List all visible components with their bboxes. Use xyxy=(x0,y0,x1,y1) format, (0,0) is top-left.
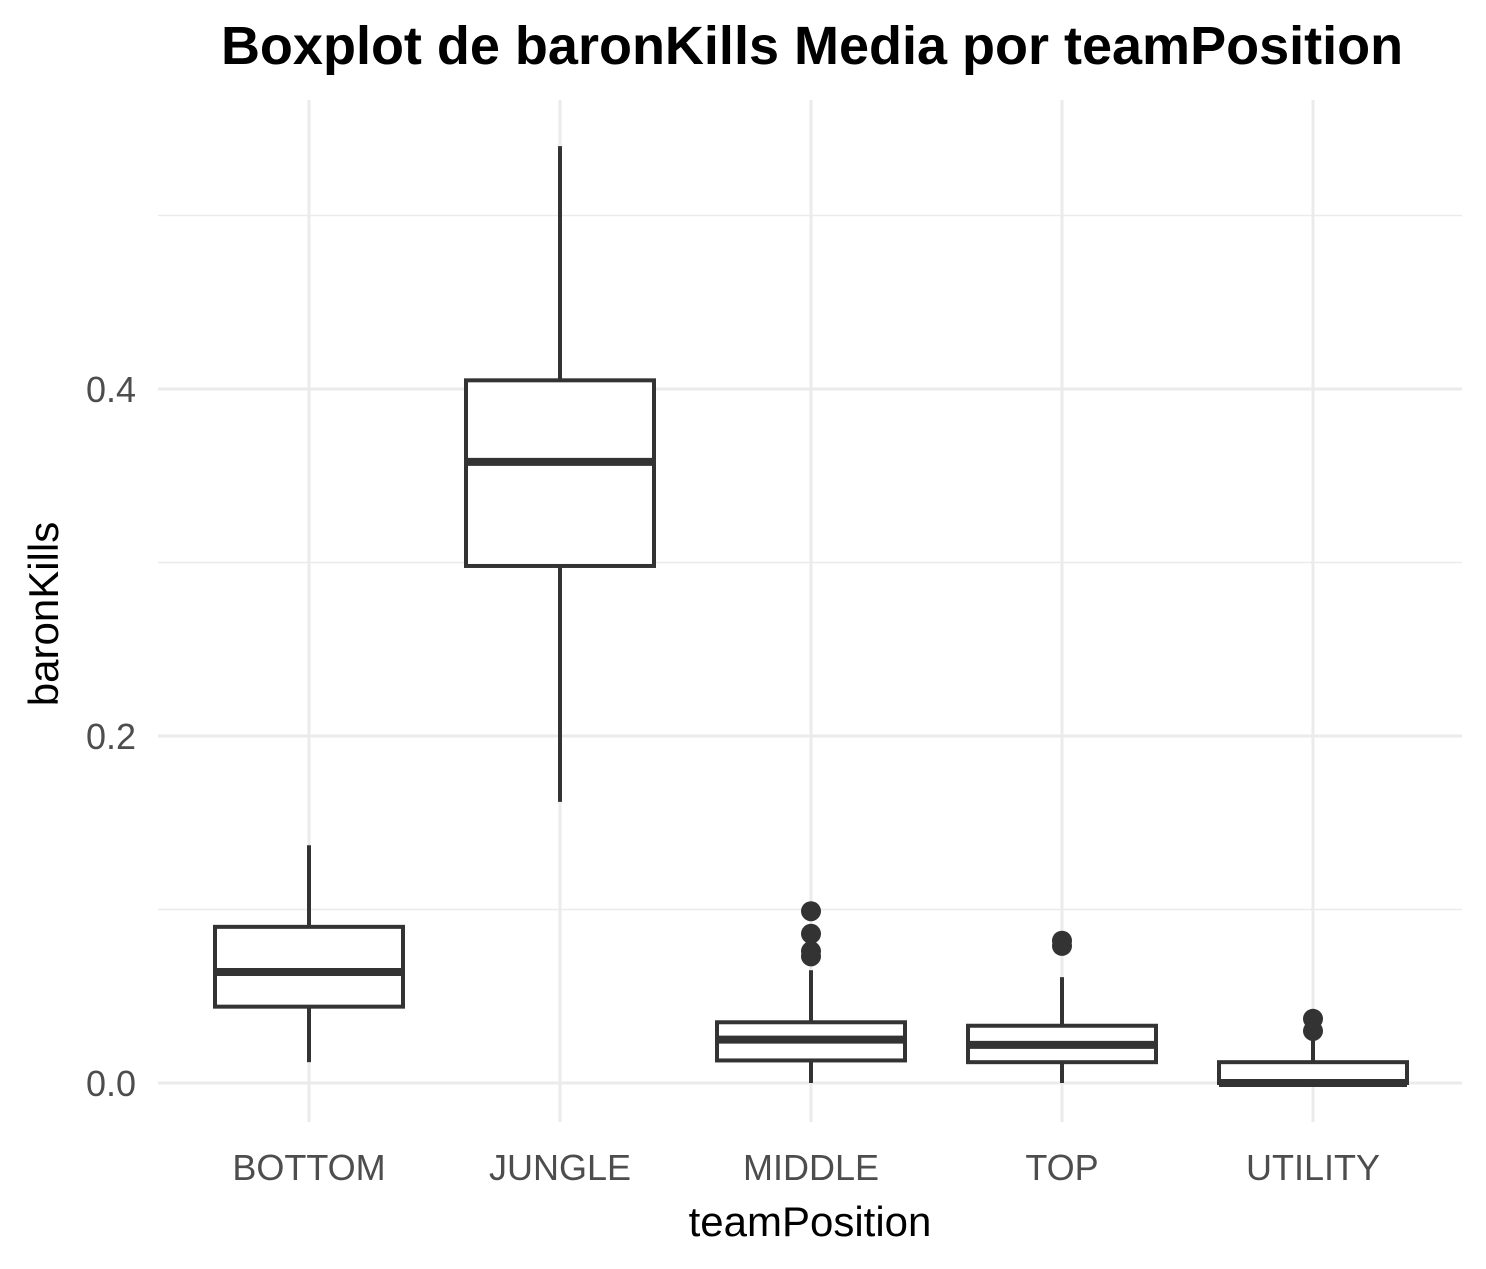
box-bottom xyxy=(213,845,405,1063)
chart-title: Boxplot de baronKills Media por teamPosi… xyxy=(221,16,1403,76)
box-utility xyxy=(1217,1008,1409,1087)
x-axis-ticks: BOTTOM JUNGLE MIDDLE TOP UTILITY xyxy=(232,1147,1380,1188)
box-top xyxy=(966,930,1158,1083)
x-tick-label: UTILITY xyxy=(1246,1147,1380,1188)
x-tick-label: MIDDLE xyxy=(743,1147,879,1188)
box-iqr xyxy=(213,924,405,1009)
y-tick-label: 0.0 xyxy=(86,1063,136,1104)
box-layer xyxy=(213,146,1409,1087)
x-axis-title: teamPosition xyxy=(689,1198,932,1245)
outlier-point xyxy=(801,946,821,967)
outlier-point xyxy=(801,901,821,922)
y-tick-label: 0.2 xyxy=(86,716,136,757)
y-axis-title: baronKills xyxy=(20,522,67,706)
x-tick-label: BOTTOM xyxy=(232,1147,385,1188)
outlier-point xyxy=(801,923,821,944)
x-tick-label: TOP xyxy=(1025,1147,1098,1188)
y-tick-label: 0.4 xyxy=(86,369,136,410)
box-jungle xyxy=(464,146,656,802)
x-tick-label: JUNGLE xyxy=(489,1147,631,1188)
outlier-point xyxy=(1052,935,1072,956)
box-iqr xyxy=(464,378,656,568)
y-axis-ticks: 0.0 0.2 0.4 xyxy=(86,369,136,1104)
outlier-point xyxy=(1303,1020,1323,1041)
box-middle xyxy=(715,901,907,1083)
